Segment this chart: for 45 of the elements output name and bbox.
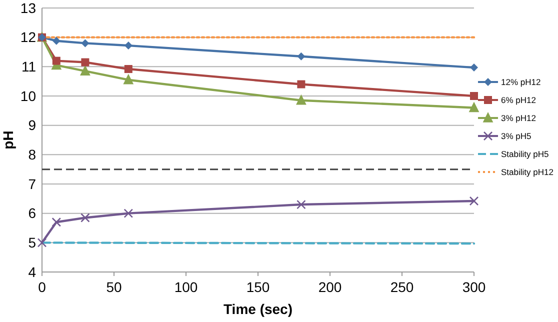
legend-label: 12% pH12 (501, 76, 541, 87)
point (80, 65, 90, 76)
y-tick-label: 9 (28, 117, 36, 134)
y-tick-label: 8 (28, 146, 36, 163)
x-tick-label: 50 (106, 279, 122, 295)
point (470, 92, 478, 100)
point (468, 102, 480, 112)
point (80, 213, 90, 222)
y-tick-label: 13 (20, 0, 36, 16)
point (296, 94, 306, 105)
legend-label: 3% pH12 (501, 112, 536, 123)
y-tick-label: 6 (28, 205, 36, 222)
point (81, 39, 90, 48)
point (123, 74, 134, 84)
y-tick-label: 10 (20, 88, 36, 104)
x-tick-label: 150 (246, 279, 270, 295)
point (37, 238, 47, 248)
x-tick-label: 0 (38, 279, 46, 295)
point (124, 208, 134, 218)
y-tick-label: 7 (28, 176, 36, 192)
x-tick-label: 100 (174, 279, 198, 295)
point (124, 65, 132, 74)
y-tick-label: 5 (28, 234, 36, 251)
point (297, 80, 306, 88)
x-tick-label: 200 (318, 279, 342, 295)
legend-label: Stability pH5 (501, 148, 549, 159)
legend-label: 3% pH5 (501, 130, 532, 141)
point (470, 64, 478, 72)
y-tick-label: 4 (28, 264, 36, 280)
point (81, 58, 90, 66)
legend-label: Stability pH12 (501, 166, 554, 177)
point (52, 36, 60, 45)
y-tick-label: 11 (21, 58, 36, 75)
point (469, 196, 479, 206)
point (52, 56, 60, 65)
x-tick-label: 300 (462, 279, 486, 295)
point (296, 200, 306, 210)
y-tick-label: 12 (20, 29, 36, 46)
point (124, 42, 132, 50)
legend-label: 6% pH12 (501, 94, 536, 105)
x-axis-title: Time (sec) (224, 301, 292, 317)
point (297, 52, 306, 60)
x-tick-label: 250 (390, 279, 414, 295)
y-axis-title: pH (0, 130, 16, 150)
point (52, 217, 62, 227)
